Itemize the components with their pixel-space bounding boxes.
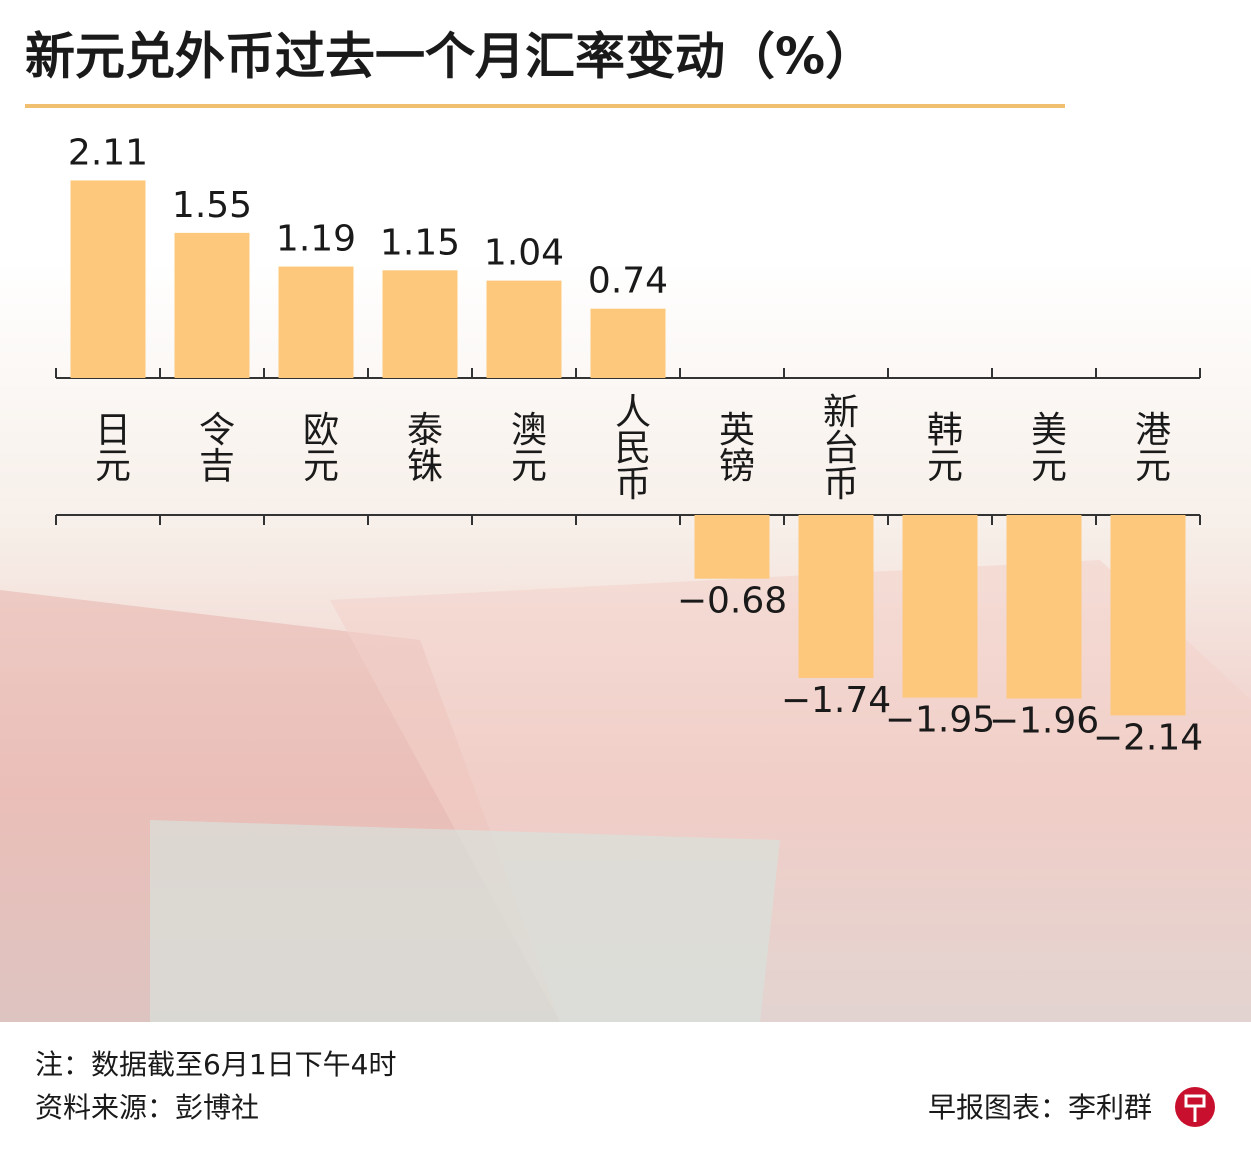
category-label: 令吉 (193, 410, 234, 482)
chart-title: 新元兑外币过去一个月汇率变动（%） (25, 28, 875, 86)
source: 资料来源：彭博社 (35, 1091, 259, 1124)
bar (70, 180, 146, 378)
bar (694, 515, 770, 579)
value-label: 0.74 (588, 261, 668, 302)
category-label: 欧元 (297, 410, 338, 482)
bar (590, 308, 666, 378)
bar (1110, 515, 1186, 716)
category-label: 港元 (1129, 411, 1170, 483)
category-label: 美元 (1025, 410, 1066, 482)
category-label: 澳元 (505, 411, 546, 483)
bar (798, 515, 874, 678)
value-label: 1.15 (380, 222, 460, 263)
value-label: −1.96 (989, 701, 1099, 742)
value-label: −1.95 (885, 700, 995, 741)
value-label: 1.19 (276, 219, 356, 260)
value-label: −0.68 (677, 581, 787, 622)
bar (486, 280, 562, 378)
value-label: 2.11 (68, 132, 148, 173)
value-label: −1.74 (781, 680, 891, 721)
note: 注：数据截至6月1日下午4时 (35, 1048, 396, 1081)
bar (1006, 515, 1082, 699)
credit: 早报图表：李利群 (928, 1091, 1152, 1124)
value-label: −2.14 (1093, 717, 1203, 758)
bar (382, 270, 458, 378)
category-label: 人民币 (609, 393, 650, 501)
category-label: 新台币 (817, 392, 858, 500)
bar (174, 232, 250, 378)
category-label: 日元 (89, 411, 130, 483)
bar (278, 266, 354, 378)
value-label: 1.55 (172, 185, 252, 226)
banknote (150, 820, 780, 1022)
category-label: 韩元 (921, 410, 962, 482)
category-label: 泰铢 (401, 411, 442, 483)
value-label: 1.04 (484, 233, 564, 274)
bar (902, 515, 978, 698)
category-label: 英镑 (713, 411, 754, 483)
